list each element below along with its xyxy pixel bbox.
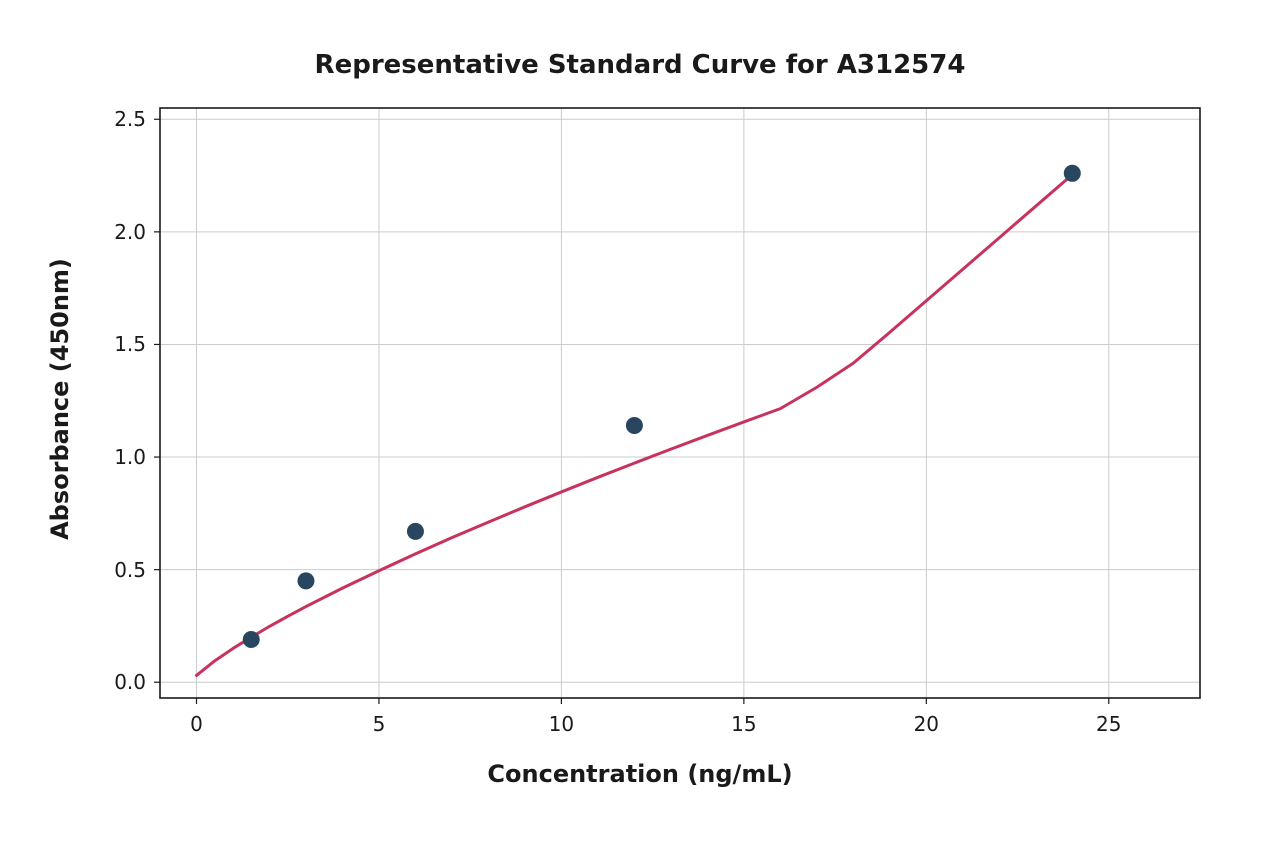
x-tick-label: 20	[914, 712, 939, 736]
plot-area	[160, 108, 1200, 698]
plot-svg	[160, 108, 1200, 698]
y-axis-label: Absorbance (450nm)	[46, 249, 74, 549]
y-tick-label: 1.0	[114, 445, 146, 469]
x-axis-label: Concentration (ng/mL)	[0, 760, 1280, 788]
y-tick-label: 2.0	[114, 220, 146, 244]
y-tick-label: 2.5	[114, 107, 146, 131]
y-tick-label: 0.5	[114, 558, 146, 582]
x-tick-label: 10	[549, 712, 574, 736]
x-tick-label: 5	[373, 712, 386, 736]
figure-root: Representative Standard Curve for A31257…	[0, 0, 1280, 845]
chart-title: Representative Standard Curve for A31257…	[0, 50, 1280, 80]
data-point	[1064, 165, 1080, 181]
x-tick-label: 0	[190, 712, 203, 736]
data-point	[626, 418, 642, 434]
y-tick-label: 1.5	[114, 332, 146, 356]
plot-border	[160, 108, 1200, 698]
x-tick-label: 15	[731, 712, 756, 736]
x-tick-label: 25	[1096, 712, 1121, 736]
data-point	[407, 523, 423, 539]
y-tick-label: 0.0	[114, 670, 146, 694]
data-point	[298, 573, 314, 589]
data-point	[243, 631, 259, 647]
